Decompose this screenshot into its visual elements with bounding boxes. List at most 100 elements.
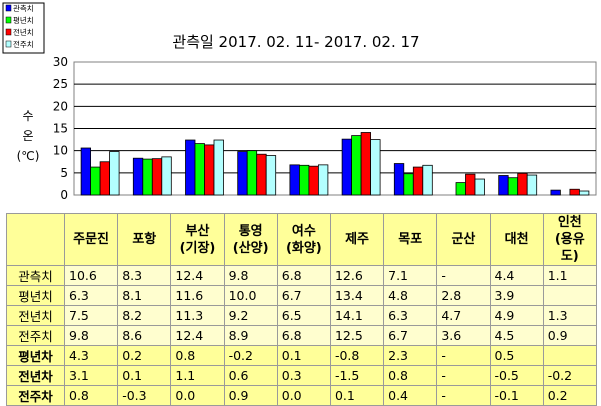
table-cell: 0.0 — [276, 385, 331, 406]
bar — [90, 166, 101, 196]
table-cell: -0.2 — [542, 365, 597, 386]
row-label: 전년치 — [6, 305, 65, 326]
bar — [204, 144, 215, 196]
legend-swatch — [5, 28, 12, 36]
bar — [498, 175, 509, 196]
table-cell: 9.2 — [223, 305, 278, 326]
y-tick-labels: 0 5 10 15 20 25 30 — [53, 55, 68, 202]
legend-swatch — [5, 16, 12, 24]
bar — [507, 177, 519, 196]
table-cell: 4.9 — [489, 305, 544, 326]
table-cell: - — [436, 265, 491, 286]
legend-label: 전주치 — [13, 39, 34, 49]
table-cell: 0.3 — [276, 365, 331, 386]
table-cell: 9.8 — [223, 265, 278, 286]
table-cell: 6.7 — [276, 285, 331, 306]
table-header-cell: 포항 — [117, 213, 172, 266]
bar — [317, 164, 329, 196]
bar — [370, 139, 381, 196]
bar — [289, 164, 300, 196]
table-cell: 0.5 — [489, 345, 544, 366]
table-cell: 0.8 — [383, 365, 438, 386]
table-cell — [542, 345, 597, 366]
bar — [213, 139, 224, 196]
table-cell: -0.3 — [117, 385, 172, 406]
table-header-cell: 제주 — [329, 213, 385, 266]
bar — [298, 164, 310, 196]
bar — [393, 163, 405, 196]
table-cell: 9.8 — [63, 325, 119, 346]
bar — [237, 151, 248, 196]
table-cell: 8.3 — [117, 265, 172, 286]
table-cell: 1.1 — [170, 365, 225, 386]
bar — [99, 161, 110, 196]
table-cell — [542, 285, 597, 306]
table-cell: 10.6 — [63, 265, 119, 286]
table-cell: 6.8 — [276, 265, 331, 286]
legend-label: 전년치 — [13, 27, 34, 37]
table-cell: -0.5 — [489, 365, 544, 386]
table-cell: 0.4 — [383, 385, 438, 406]
y-tick-label: 20 — [53, 99, 68, 113]
bar — [194, 143, 205, 196]
table-header-cell: 목포 — [383, 213, 438, 266]
table-header-cell: 부산 (기장) — [170, 213, 225, 266]
table-cell: 6.3 — [63, 285, 119, 306]
y-tick-label: 10 — [53, 144, 68, 158]
table-cell: -0.8 — [329, 345, 385, 366]
table-cell: 14.1 — [329, 305, 385, 326]
table-cell: 0.1 — [276, 345, 331, 366]
table-cell: - — [436, 365, 491, 386]
table-cell: 4.7 — [436, 305, 491, 326]
bar — [80, 147, 91, 196]
bars — [80, 132, 590, 196]
y-tick-label: 25 — [53, 77, 68, 91]
table-corner-cell — [6, 213, 65, 266]
table-cell: 13.4 — [329, 285, 385, 306]
table-cell: 0.1 — [329, 385, 385, 406]
table-cell: 12.4 — [170, 325, 225, 346]
bar — [474, 178, 485, 196]
table-cell: 11.3 — [170, 305, 225, 326]
table-cell: -0.2 — [223, 345, 278, 366]
row-label: 전주치 — [6, 325, 65, 346]
bar — [132, 157, 144, 196]
table-cell: 11.6 — [170, 285, 225, 306]
table-cell: 0.8 — [170, 345, 225, 366]
y-axis-label-line: (℃) — [17, 149, 40, 163]
row-label: 관측치 — [6, 265, 65, 286]
table-cell: 12.6 — [329, 265, 385, 286]
table-cell: 4.8 — [383, 285, 438, 306]
bar — [403, 173, 414, 196]
row-label: 평년차 — [6, 345, 65, 366]
bar — [109, 151, 120, 196]
table-cell: 0.6 — [223, 365, 278, 386]
table-cell: 6.5 — [276, 305, 331, 326]
table-header-row: 주문진 포항 부산 (기장) 통영 (산양) 여수 (화양) 제주 목포 군산 대천 인천 (용유도) — [6, 213, 597, 266]
bar — [517, 172, 528, 196]
table-row: 평년차 4.3 0.2 0.8 -0.2 0.1 -0.8 2.3-0.5 — [6, 345, 597, 366]
table-cell: 4.5 — [489, 325, 544, 346]
table-cell: 7.5 — [63, 305, 119, 326]
table-cell: 12.4 — [170, 265, 225, 286]
legend-label: 관측치 — [13, 3, 34, 13]
bar — [412, 166, 424, 196]
chart-title: 관측일 2017. 02. 11- 2017. 02. 17 — [172, 33, 419, 51]
row-label: 평년치 — [6, 285, 65, 306]
chart: 관측일 2017. 02. 11- 2017. 02. 17 수온 (℃) 0 5 1… — [2, 2, 597, 202]
bar — [579, 190, 590, 196]
table-cell: 2.3 — [383, 345, 438, 366]
table-cell: 0.2 — [542, 385, 597, 406]
table-row: 전년치 7.5 8.2 11.3 9.2 6.5 14.1 6.3 4.7 4.9 1.3 — [6, 305, 597, 326]
table-cell: 0.8 — [63, 385, 119, 406]
y-axis-label-line: 수 — [22, 109, 33, 123]
bar — [246, 150, 258, 196]
table-cell: 12.5 — [329, 325, 385, 346]
table-cell: 4.3 — [63, 345, 119, 366]
table-cell: 8.1 — [117, 285, 172, 306]
row-label: 전년차 — [6, 365, 65, 386]
table-cell: 8.9 — [223, 325, 278, 346]
table-cell: 8.2 — [117, 305, 172, 326]
table-cell: -0.1 — [489, 385, 544, 406]
table-cell: 7.1 — [383, 265, 438, 286]
